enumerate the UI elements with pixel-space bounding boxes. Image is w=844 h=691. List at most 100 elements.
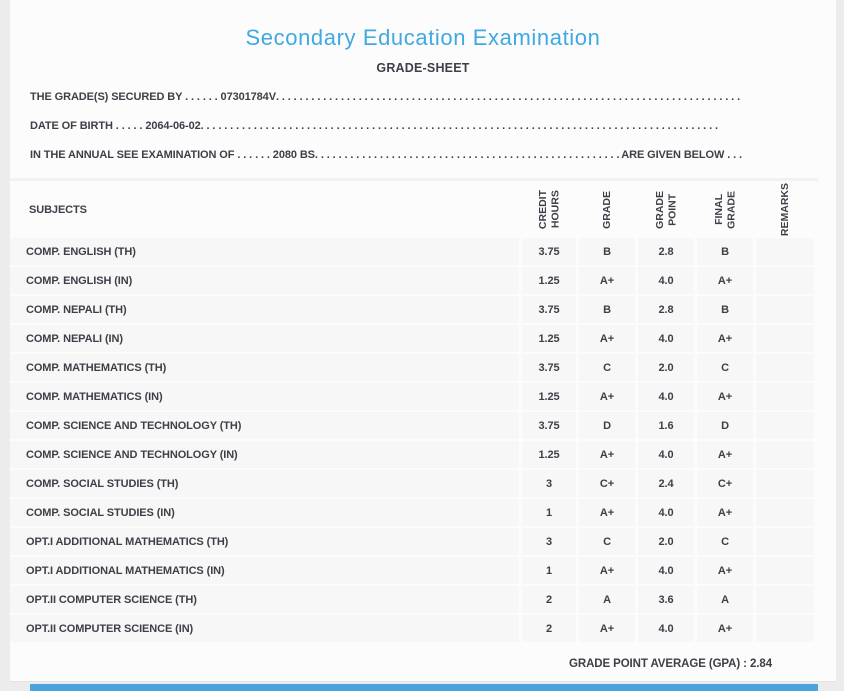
value-cell bbox=[756, 412, 814, 440]
table-row: COMP. NEPALI (IN) 1.25 A+ 4.0 A+ bbox=[10, 325, 814, 353]
grades-table: SUBJECTS CREDIT HOURS GRADE GRADE POINT … bbox=[7, 181, 817, 644]
value-cell: A bbox=[697, 586, 753, 614]
table-row: OPT.I ADDITIONAL MATHEMATICS (IN) 1 A+ 4.0 A… bbox=[10, 557, 814, 585]
value-cell: B bbox=[697, 296, 753, 324]
value-cell: A bbox=[579, 586, 635, 614]
subject-cell: COMP. MATHEMATICS (TH) bbox=[10, 354, 519, 382]
value-cell: C bbox=[579, 528, 635, 556]
info-line-candidate-id: THE GRADE(S) SECURED BY . . . . . . 0730… bbox=[30, 91, 742, 103]
value-cell: 2.8 bbox=[638, 296, 694, 324]
value-cell: C+ bbox=[579, 470, 635, 498]
value-cell: C bbox=[579, 354, 635, 382]
subject-cell: COMP. NEPALI (IN) bbox=[10, 325, 519, 353]
subject-cell: OPT.I ADDITIONAL MATHEMATICS (TH) bbox=[10, 528, 519, 556]
value-cell: 2.8 bbox=[638, 238, 694, 266]
dotted-fill: . . . . . . . . . . . . . . . . . . . . … bbox=[200, 120, 718, 132]
value-cell bbox=[756, 557, 814, 585]
column-header-credit-hours: CREDIT HOURS bbox=[536, 190, 561, 230]
are-given-below-text: ARE GIVEN BELOW . . . bbox=[621, 149, 742, 161]
value-cell: C+ bbox=[697, 470, 753, 498]
value-cell: A+ bbox=[579, 499, 635, 527]
grade-sheet-page: Secondary Education Examination GRADE-SH… bbox=[10, 0, 836, 682]
subject-cell: OPT.I ADDITIONAL MATHEMATICS (IN) bbox=[10, 557, 519, 585]
page-title: Secondary Education Examination bbox=[245, 25, 601, 50]
value-cell: A+ bbox=[697, 499, 753, 527]
value-cell: 3 bbox=[522, 528, 576, 556]
grade-sheet-heading: GRADE-SHEET bbox=[376, 61, 470, 75]
value-cell: B bbox=[697, 238, 753, 266]
value-cell: 3.75 bbox=[522, 238, 576, 266]
table-row: COMP. SOCIAL STUDIES (TH) 3 C+ 2.4 C+ bbox=[10, 470, 814, 498]
footer-bar bbox=[30, 684, 818, 691]
value-cell: A+ bbox=[697, 383, 753, 411]
value-cell: 1 bbox=[522, 557, 576, 585]
value-cell: A+ bbox=[579, 441, 635, 469]
subject-cell: COMP. NEPALI (TH) bbox=[10, 296, 519, 324]
dotted-fill: . . . . . . . . . . . . . . . . . . . . … bbox=[275, 91, 742, 103]
table-row: COMP. SOCIAL STUDIES (IN) 1 A+ 4.0 A+ bbox=[10, 499, 814, 527]
subject-cell: COMP. SOCIAL STUDIES (IN) bbox=[10, 499, 519, 527]
value-cell: 4.0 bbox=[638, 557, 694, 585]
table-row: COMP. SCIENCE AND TECHNOLOGY (IN) 1.25 A+ 4… bbox=[10, 441, 814, 469]
value-cell: 4.0 bbox=[638, 499, 694, 527]
value-cell: 3.75 bbox=[522, 354, 576, 382]
date-of-birth-text: DATE OF BIRTH . . . . . 2064-06-02 bbox=[30, 120, 201, 132]
value-cell bbox=[756, 441, 814, 469]
column-header-subjects: SUBJECTS bbox=[29, 203, 87, 216]
value-cell: 4.0 bbox=[638, 383, 694, 411]
column-header-final-grade: FINAL GRADE bbox=[712, 190, 737, 229]
value-cell bbox=[756, 586, 814, 614]
value-cell: A+ bbox=[579, 615, 635, 643]
exam-year-text: IN THE ANNUAL SEE EXAMINATION OF . . . .… bbox=[30, 149, 315, 161]
value-cell: 1.25 bbox=[522, 383, 576, 411]
subject-cell: COMP. MATHEMATICS (IN) bbox=[10, 383, 519, 411]
value-cell: 2.4 bbox=[638, 470, 694, 498]
value-cell: 1 bbox=[522, 499, 576, 527]
value-cell bbox=[756, 354, 814, 382]
value-cell bbox=[756, 615, 814, 643]
candidate-id-text: THE GRADE(S) SECURED BY . . . . . . 0730… bbox=[30, 91, 276, 103]
dotted-fill: . . . . . . . . . . . . . . . . . . . . … bbox=[314, 149, 621, 161]
value-cell bbox=[756, 267, 814, 295]
value-cell: 1.25 bbox=[522, 325, 576, 353]
value-cell: B bbox=[579, 296, 635, 324]
value-cell: A+ bbox=[579, 383, 635, 411]
value-cell: A+ bbox=[579, 267, 635, 295]
value-cell bbox=[756, 470, 814, 498]
value-cell bbox=[756, 296, 814, 324]
subject-cell: COMP. SCIENCE AND TECHNOLOGY (TH) bbox=[10, 412, 519, 440]
table-row: OPT.II COMPUTER SCIENCE (TH) 2 A 3.6 A bbox=[10, 586, 814, 614]
value-cell: 4.0 bbox=[638, 325, 694, 353]
table-row: COMP. NEPALI (TH) 3.75 B 2.8 B bbox=[10, 296, 814, 324]
column-header-grade-point: GRADE POINT bbox=[653, 190, 678, 229]
value-cell: A+ bbox=[697, 267, 753, 295]
candidate-info-section: THE GRADE(S) SECURED BY . . . . . . 0730… bbox=[30, 91, 742, 161]
value-cell: A+ bbox=[697, 441, 753, 469]
value-cell: 1.25 bbox=[522, 441, 576, 469]
table-row: COMP. SCIENCE AND TECHNOLOGY (TH) 3.75 D 1.… bbox=[10, 412, 814, 440]
value-cell: 3.75 bbox=[522, 412, 576, 440]
value-cell: 1.6 bbox=[638, 412, 694, 440]
value-cell: C bbox=[697, 354, 753, 382]
value-cell bbox=[756, 383, 814, 411]
value-cell: 3 bbox=[522, 470, 576, 498]
subject-cell: COMP. SCIENCE AND TECHNOLOGY (IN) bbox=[10, 441, 519, 469]
subject-cell: OPT.II COMPUTER SCIENCE (IN) bbox=[10, 615, 519, 643]
value-cell: 2 bbox=[522, 586, 576, 614]
value-cell: D bbox=[579, 412, 635, 440]
table-row: COMP. ENGLISH (IN) 1.25 A+ 4.0 A+ bbox=[10, 267, 814, 295]
value-cell: 4.0 bbox=[638, 615, 694, 643]
subject-cell: COMP. ENGLISH (IN) bbox=[10, 267, 519, 295]
value-cell: A+ bbox=[697, 615, 753, 643]
gpa-summary: GRADE POINT AVERAGE (GPA) : 2.84 bbox=[569, 658, 772, 671]
value-cell: 2 bbox=[522, 615, 576, 643]
value-cell bbox=[756, 325, 814, 353]
value-cell: A+ bbox=[579, 557, 635, 585]
info-line-date-of-birth: DATE OF BIRTH . . . . . 2064-06-02 . . .… bbox=[30, 120, 742, 132]
value-cell: D bbox=[697, 412, 753, 440]
table-row: COMP. MATHEMATICS (IN) 1.25 A+ 4.0 A+ bbox=[10, 383, 814, 411]
value-cell: C bbox=[697, 528, 753, 556]
value-cell: A+ bbox=[697, 325, 753, 353]
value-cell: 3.6 bbox=[638, 586, 694, 614]
value-cell: 4.0 bbox=[638, 267, 694, 295]
